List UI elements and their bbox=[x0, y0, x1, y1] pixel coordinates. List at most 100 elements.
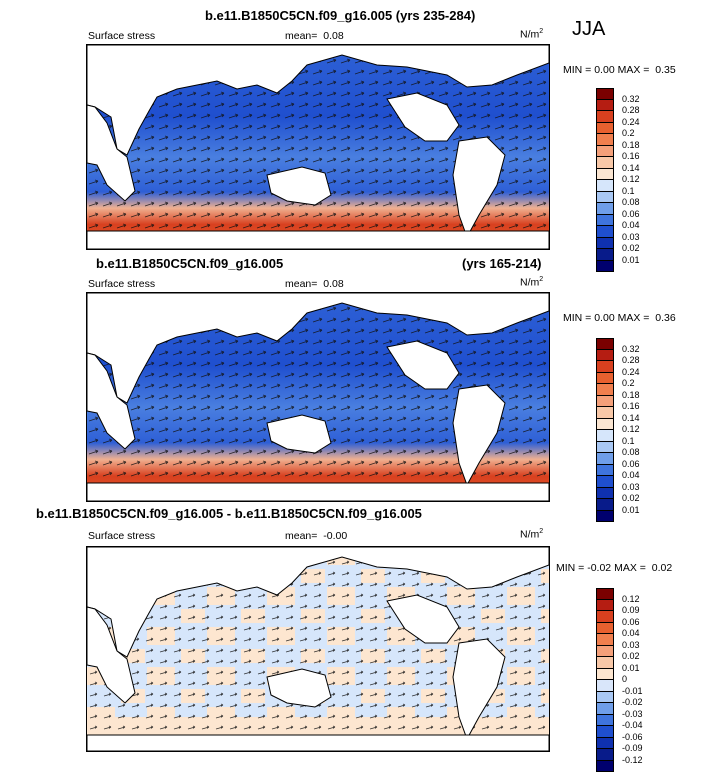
colorbar-swatch bbox=[596, 169, 614, 181]
panel3-max-label: MAX = bbox=[614, 562, 646, 574]
panel1-units-text: N/m bbox=[520, 29, 539, 41]
panel2-title-years: (yrs 165-214) bbox=[462, 256, 542, 271]
panel1-minmax: MIN = 0.00 MAX = 0.35 bbox=[563, 64, 676, 76]
colorbar-swatch bbox=[596, 715, 614, 727]
colorbar-label: -0.09 bbox=[622, 743, 643, 753]
panel3-title: b.e11.B1850C5CN.f09_g16.005 - b.e11.B185… bbox=[36, 506, 422, 521]
colorbar-label: 0.2 bbox=[622, 378, 635, 388]
panel1-max-value: 0.35 bbox=[655, 64, 675, 76]
panel2-mean-value: 0.08 bbox=[323, 278, 343, 290]
panel3-mean-value: -0.00 bbox=[323, 530, 347, 542]
colorbar-label: 0.03 bbox=[622, 640, 640, 650]
colorbar-swatch bbox=[596, 350, 614, 362]
panel1-title: b.e11.B1850C5CN.f09_g16.005 (yrs 235-284… bbox=[205, 8, 475, 23]
panel1-max-label: MAX = bbox=[618, 64, 650, 76]
colorbar-label: 0.02 bbox=[622, 493, 640, 503]
colorbar-swatch bbox=[596, 226, 614, 238]
colorbar-swatch bbox=[596, 134, 614, 146]
colorbar-swatch bbox=[596, 373, 614, 385]
colorbar-label: 0.32 bbox=[622, 94, 640, 104]
colorbar-swatch bbox=[596, 511, 614, 523]
panel1-mean-label: mean= bbox=[285, 30, 317, 42]
colorbar-swatch bbox=[596, 146, 614, 158]
colorbar-swatch bbox=[596, 192, 614, 204]
colorbar-label: 0.06 bbox=[622, 459, 640, 469]
colorbar-swatch bbox=[596, 588, 614, 600]
colorbar-swatch bbox=[596, 419, 614, 431]
colorbar-label: 0.01 bbox=[622, 255, 640, 265]
colorbar-swatch bbox=[596, 430, 614, 442]
panel3-mean-label: mean= bbox=[285, 530, 317, 542]
colorbar-label: -0.06 bbox=[622, 732, 643, 742]
colorbar-swatch bbox=[596, 238, 614, 250]
colorbar-label: 0.16 bbox=[622, 151, 640, 161]
colorbar-swatch bbox=[596, 634, 614, 646]
colorbar-label: -0.04 bbox=[622, 720, 643, 730]
panel2-min-value: 0.00 bbox=[594, 312, 614, 324]
panel3-map bbox=[86, 546, 550, 752]
panel1-units-sup: 2 bbox=[539, 28, 543, 35]
colorbar-label: 0.16 bbox=[622, 401, 640, 411]
season-label: JJA bbox=[572, 18, 605, 41]
panel3-min-label: MIN = bbox=[556, 562, 584, 574]
colorbar-label: 0.14 bbox=[622, 163, 640, 173]
panel2-units-sup: 2 bbox=[539, 276, 543, 283]
colorbar-label: 0.2 bbox=[622, 128, 635, 138]
colorbar-swatch bbox=[596, 465, 614, 477]
colorbar-swatch bbox=[596, 111, 614, 123]
panel3-minmax: MIN = -0.02 MAX = 0.02 bbox=[556, 562, 672, 574]
panel2-units: N/m2 bbox=[520, 276, 543, 289]
colorbar-swatch bbox=[596, 749, 614, 761]
panel3-units-sup: 2 bbox=[539, 528, 543, 535]
colorbar-label: 0.04 bbox=[622, 628, 640, 638]
panel1-colorbar bbox=[596, 88, 614, 272]
colorbar-label: 0 bbox=[622, 674, 627, 684]
panel2-colorbar bbox=[596, 338, 614, 522]
panel1-mean-value: 0.08 bbox=[323, 30, 343, 42]
colorbar-swatch bbox=[596, 215, 614, 227]
colorbar-label: 0.1 bbox=[622, 436, 635, 446]
panel2-max-label: MAX = bbox=[618, 312, 650, 324]
colorbar-swatch bbox=[596, 738, 614, 750]
panel2-max-value: 0.36 bbox=[655, 312, 675, 324]
colorbar-label: 0.1 bbox=[622, 186, 635, 196]
colorbar-label: 0.03 bbox=[622, 482, 640, 492]
colorbar-swatch bbox=[596, 249, 614, 261]
panel1-min-label: MIN = bbox=[563, 64, 591, 76]
panel3-max-value: 0.02 bbox=[652, 562, 672, 574]
colorbar-label: 0.08 bbox=[622, 447, 640, 457]
colorbar-swatch bbox=[596, 646, 614, 658]
colorbar-swatch bbox=[596, 123, 614, 135]
colorbar-swatch bbox=[596, 499, 614, 511]
colorbar-label: 0.12 bbox=[622, 174, 640, 184]
colorbar-swatch bbox=[596, 611, 614, 623]
panel1-map bbox=[86, 44, 550, 250]
colorbar-label: 0.02 bbox=[622, 651, 640, 661]
colorbar-label: 0.24 bbox=[622, 367, 640, 377]
colorbar-swatch bbox=[596, 453, 614, 465]
colorbar-swatch bbox=[596, 488, 614, 500]
panel1-mean: mean= 0.08 bbox=[285, 30, 344, 42]
panel3-units: N/m2 bbox=[520, 528, 543, 541]
colorbar-label: 0.01 bbox=[622, 663, 640, 673]
panel2-variable: Surface stress bbox=[88, 278, 155, 290]
panel3-colorbar bbox=[596, 588, 614, 772]
colorbar-swatch bbox=[596, 680, 614, 692]
colorbar-swatch bbox=[596, 600, 614, 612]
panel2-mean-label: mean= bbox=[285, 278, 317, 290]
colorbar-label: 0.06 bbox=[622, 617, 640, 627]
colorbar-swatch bbox=[596, 692, 614, 704]
colorbar-label: 0.02 bbox=[622, 243, 640, 253]
colorbar-swatch bbox=[596, 703, 614, 715]
colorbar-label: -0.01 bbox=[622, 686, 643, 696]
colorbar-swatch bbox=[596, 669, 614, 681]
colorbar-swatch bbox=[596, 476, 614, 488]
colorbar-swatch bbox=[596, 203, 614, 215]
colorbar-label: 0.28 bbox=[622, 355, 640, 365]
colorbar-swatch bbox=[596, 442, 614, 454]
panel2-min-label: MIN = bbox=[563, 312, 591, 324]
colorbar-label: 0.12 bbox=[622, 594, 640, 604]
colorbar-swatch bbox=[596, 761, 614, 772]
colorbar-swatch bbox=[596, 100, 614, 112]
colorbar-label: 0.01 bbox=[622, 505, 640, 515]
